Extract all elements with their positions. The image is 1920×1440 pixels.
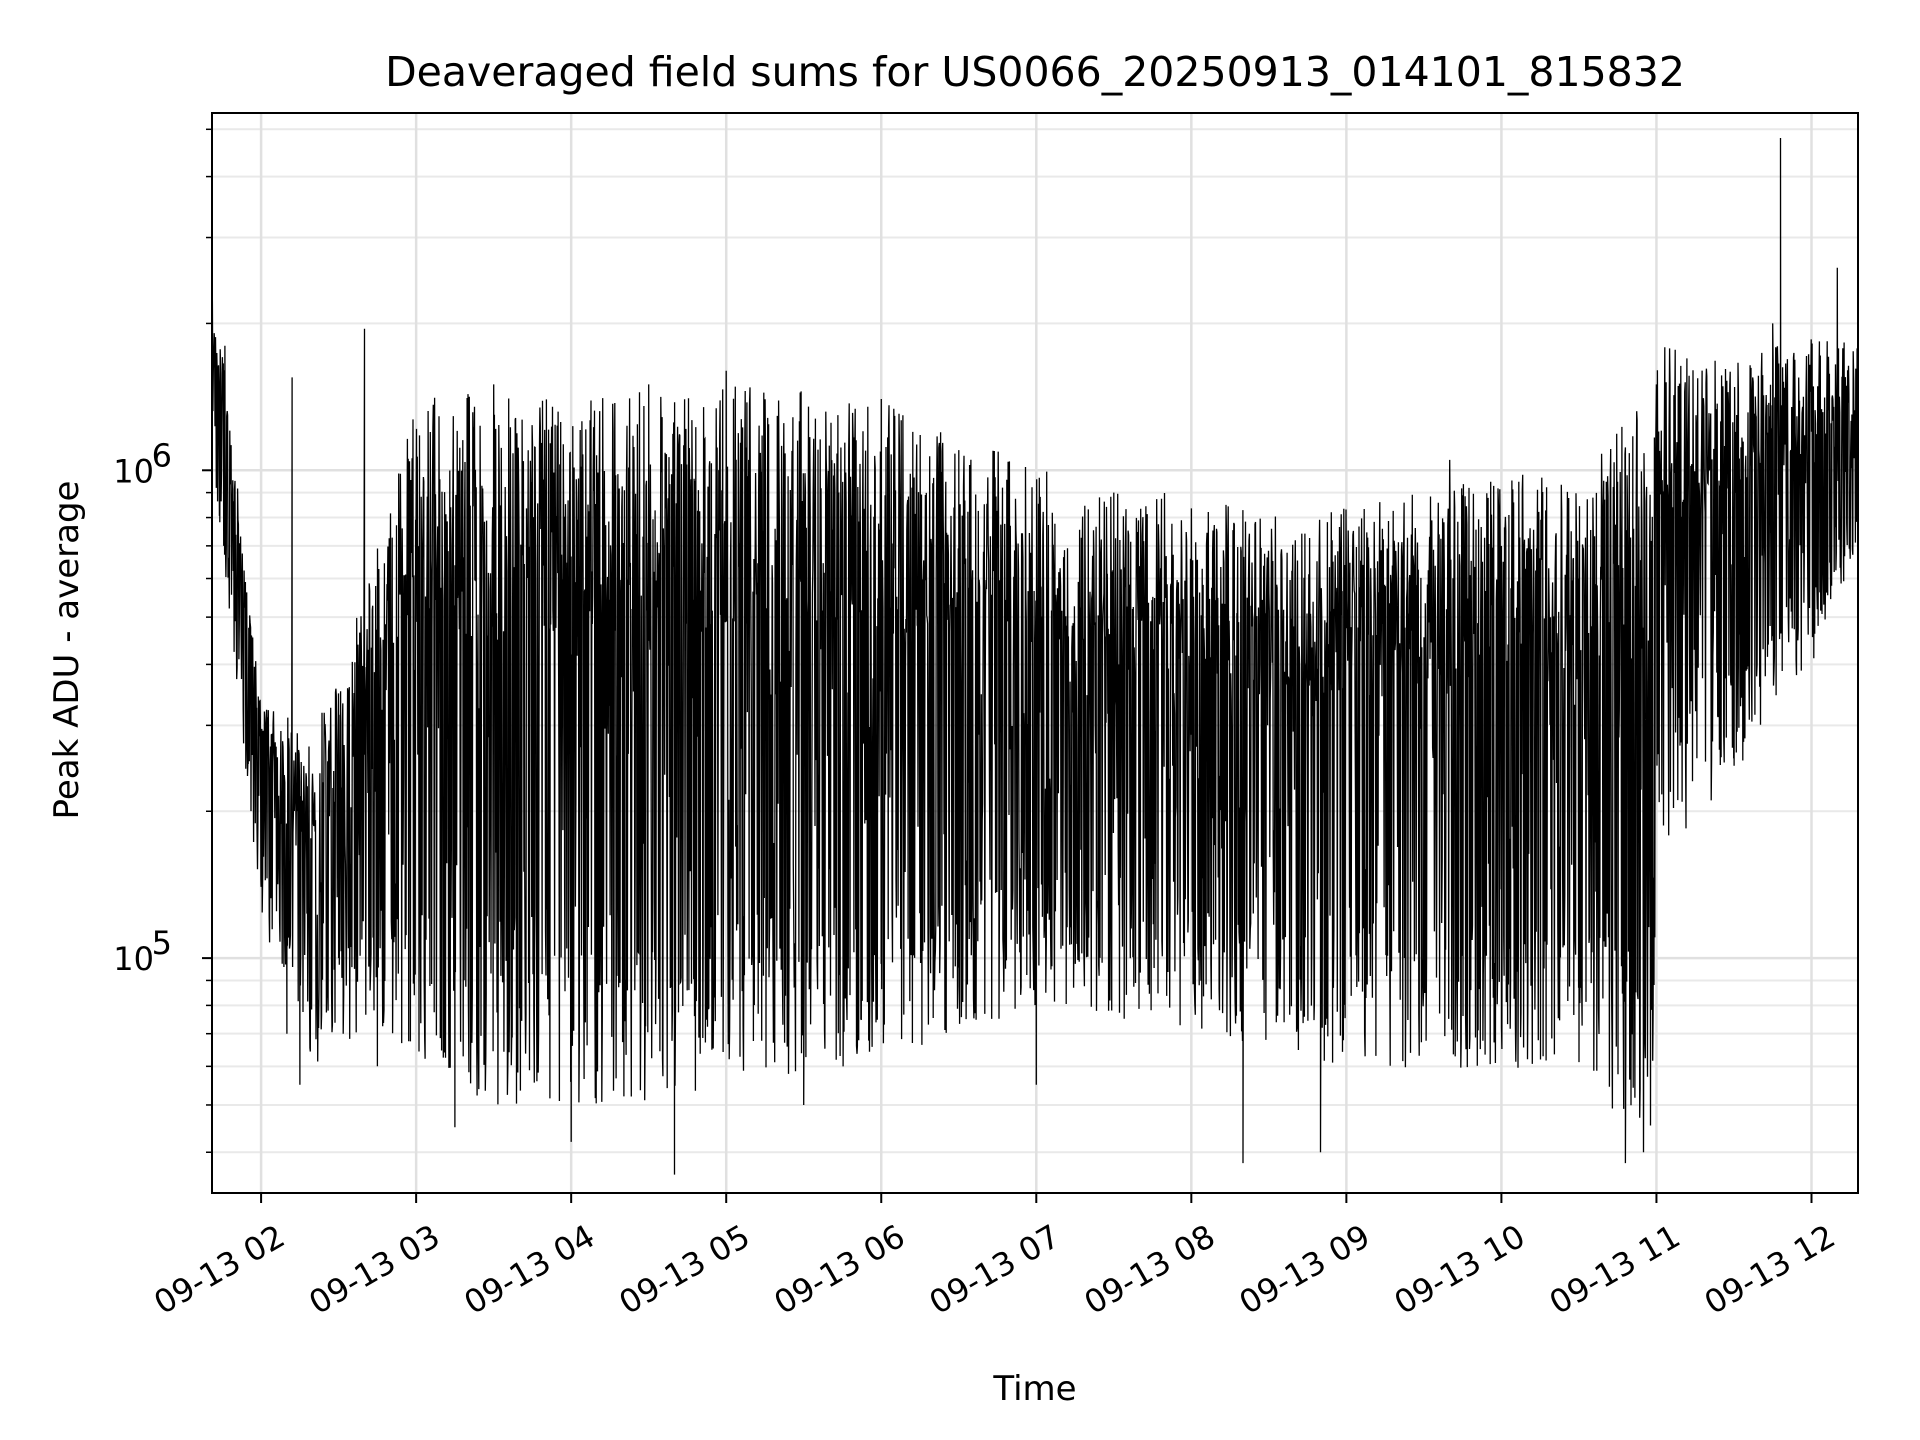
series-line <box>211 137 1859 1175</box>
y-tick-exponent: 5 <box>152 924 172 962</box>
x-axis-title: Time <box>992 1369 1076 1409</box>
plot-frame <box>211 112 1859 1194</box>
series-trace <box>211 137 1859 1175</box>
y-tick-label: 10 <box>113 940 154 978</box>
y-axis-title: Peak ADU - average <box>47 481 87 820</box>
y-tick-exponent: 6 <box>152 436 172 474</box>
chart-title: Deaveraged field sums for US0066_2025091… <box>385 48 1685 96</box>
y-tick-label: 10 <box>113 452 154 490</box>
